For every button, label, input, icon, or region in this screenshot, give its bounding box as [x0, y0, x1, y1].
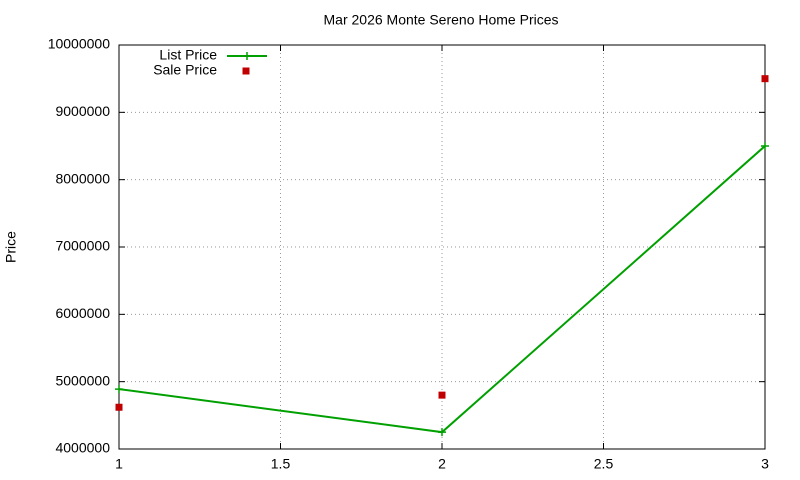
y-axis-label: Price: [3, 231, 19, 263]
point-marker: [438, 428, 446, 437]
chart-title: Mar 2026 Monte Sereno Home Prices: [324, 12, 559, 28]
point-marker: [115, 403, 123, 411]
y-tick-label: 5000000: [55, 372, 110, 388]
y-tick-label: 4000000: [55, 440, 110, 456]
legend-label: List Price: [159, 47, 217, 63]
point-marker: [115, 385, 123, 394]
x-tick-label: 1: [115, 456, 123, 472]
y-tick-label: 7000000: [55, 238, 110, 254]
point-marker: [242, 67, 250, 75]
y-tick-label: 9000000: [55, 103, 110, 119]
legend-label: Sale Price: [153, 62, 217, 78]
point-marker: [761, 142, 769, 150]
x-tick-label: 1.5: [271, 456, 291, 472]
point-marker: [243, 52, 251, 60]
x-tick-label: 2: [438, 456, 446, 472]
x-tick-label: 3: [761, 456, 769, 472]
plot-border: [118, 44, 766, 450]
point-marker: [438, 391, 446, 399]
y-tick-label: 6000000: [55, 305, 110, 321]
y-tick-label: 10000000: [48, 36, 111, 52]
x-tick-label: 2.5: [594, 456, 614, 472]
point-marker: [761, 75, 769, 83]
y-tick-label: 8000000: [55, 170, 110, 186]
